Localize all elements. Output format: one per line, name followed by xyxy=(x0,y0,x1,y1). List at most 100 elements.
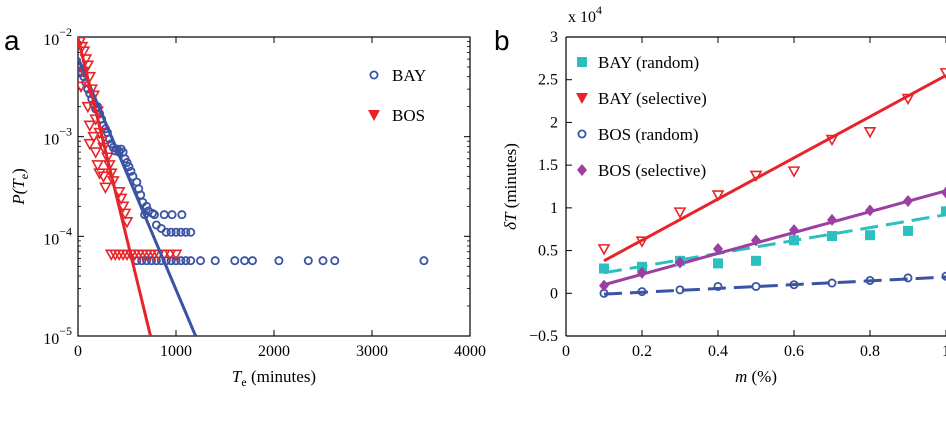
x-axis-label: Te (minutes) xyxy=(232,367,316,389)
point-bay-random xyxy=(865,230,875,241)
point-bay-selective xyxy=(673,207,687,219)
point-bay xyxy=(177,210,187,220)
point-bay xyxy=(186,256,196,266)
point-bos xyxy=(91,160,104,172)
legend-label-bay-random: BAY (random) xyxy=(598,53,699,72)
legend-marker-bay xyxy=(369,70,379,80)
point-bay xyxy=(159,210,169,220)
point-bay-selective xyxy=(787,166,801,178)
point-bos-selective xyxy=(827,213,837,226)
point-bos xyxy=(78,81,88,93)
y-tick-label: 10−2 xyxy=(43,25,72,49)
point-bay xyxy=(142,201,152,211)
point-bay xyxy=(171,227,181,237)
x-tick-label: 1 xyxy=(942,343,946,360)
fit-line-bay xyxy=(78,57,197,336)
y-axis-label: P(Te) xyxy=(9,168,31,206)
point-bay xyxy=(247,256,257,266)
point-bay xyxy=(274,256,284,266)
panel-b: 0 0.2 0.4 0.6 0.8 1−0.500.511.522.53x 104BAY … xyxy=(501,3,946,386)
point-bos-selective xyxy=(599,279,609,292)
x-tick-label: 0 xyxy=(562,343,570,360)
x-tick-label: 0.4 xyxy=(708,343,728,360)
legend-label-bos-random: BOS (random) xyxy=(598,125,699,144)
point-bay xyxy=(419,256,429,266)
point-bos-selective xyxy=(865,204,875,217)
point-bay-selective xyxy=(749,170,763,183)
point-bos-random xyxy=(751,281,761,291)
point-bos xyxy=(120,216,134,229)
y-tick-label: −0.5 xyxy=(529,328,558,345)
x-tick-label: 1000 xyxy=(160,343,192,360)
legend-marker-bos-random xyxy=(577,129,587,139)
point-bos-selective xyxy=(713,242,723,255)
point-bay-random xyxy=(713,258,723,269)
point-bos-random xyxy=(903,273,913,283)
point-bos-selective xyxy=(637,266,647,279)
point-bay-random xyxy=(903,225,913,236)
point-bos xyxy=(169,249,183,261)
point-bos-selective xyxy=(789,224,799,237)
point-bay xyxy=(167,210,177,220)
point-bay xyxy=(195,256,205,266)
x-tick-label: 2000 xyxy=(258,343,290,360)
panel-b-legend: BAY (random) BAY (selective) BOS (random) B… xyxy=(576,53,707,180)
y-tick-label: 1.5 xyxy=(538,157,558,174)
y-axis-label: δT (minutes) xyxy=(501,143,520,230)
x-tick-label: 0.2 xyxy=(632,343,652,360)
legend-marker-bay-selective xyxy=(576,93,588,104)
point-bay xyxy=(161,227,171,237)
legend-label-bos-selective: BOS (selective) xyxy=(598,161,706,180)
point-bay-selective xyxy=(597,244,611,256)
x-tick-label: 4000 xyxy=(454,343,486,360)
panel-a-plot-area xyxy=(78,37,429,336)
point-bay-random xyxy=(827,231,837,242)
x-axis-label: m (%) xyxy=(735,367,777,386)
point-bos xyxy=(89,147,102,159)
legend-label-bos: BOS xyxy=(392,106,425,125)
point-bay-selective xyxy=(825,134,839,147)
point-bay xyxy=(176,227,186,237)
x-tick-label: 0 xyxy=(74,343,82,360)
y-tick-label: 3 xyxy=(550,29,558,46)
legend-marker-bos-selective xyxy=(577,164,587,176)
point-bay-random xyxy=(751,255,761,266)
fit-line-bos xyxy=(78,37,152,336)
x-tick-label: 0.6 xyxy=(784,343,804,360)
panel-b-plot-area xyxy=(597,68,946,298)
point-bay-selective xyxy=(939,68,946,80)
point-bos xyxy=(81,101,95,114)
point-bos-random xyxy=(865,275,875,285)
point-bay-selective xyxy=(635,236,649,248)
y-tick-label: 1 xyxy=(550,200,558,217)
point-bos-selective xyxy=(903,195,913,208)
fit-line-bos-random xyxy=(603,275,946,296)
point-bay xyxy=(176,256,186,266)
point-bay-random xyxy=(789,235,799,246)
point-bay-selective xyxy=(901,93,915,106)
point-bos-random xyxy=(675,285,685,295)
y-tick-label: 0.5 xyxy=(538,243,558,260)
point-bay xyxy=(210,256,220,266)
y-tick-label: 0 xyxy=(550,285,558,302)
point-bay xyxy=(166,227,176,237)
point-bay-selective xyxy=(711,190,725,202)
point-bay xyxy=(230,256,240,266)
point-bos xyxy=(99,182,112,195)
point-bay xyxy=(181,227,191,237)
point-bay xyxy=(330,256,340,266)
point-bos-random xyxy=(789,280,799,290)
y-tick-label: 10−4 xyxy=(43,224,72,248)
y-tick-label: 10−3 xyxy=(43,125,72,149)
point-bay-random xyxy=(941,206,946,217)
point-bos-random xyxy=(713,281,723,291)
x-tick-label: 0.8 xyxy=(860,343,880,360)
point-bay xyxy=(186,227,196,237)
legend-marker-bos xyxy=(368,110,380,121)
point-bay xyxy=(171,256,181,266)
point-bos-random xyxy=(637,287,647,297)
point-bay-selective xyxy=(863,127,877,139)
point-bos xyxy=(97,171,110,183)
point-bos-selective xyxy=(941,186,946,199)
